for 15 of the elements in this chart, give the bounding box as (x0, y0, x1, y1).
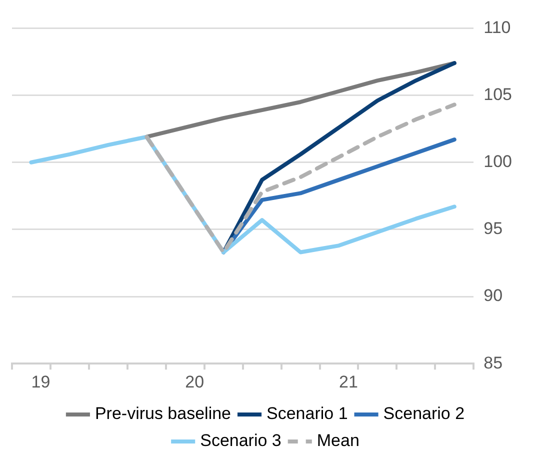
x-tick-label: 20 (185, 372, 204, 392)
legend-label: Scenario 3 (200, 431, 282, 450)
y-tick-label: 95 (484, 219, 503, 238)
y-tick-label: 90 (484, 286, 503, 306)
legend-label: Mean (316, 431, 360, 450)
line-series (144, 102, 456, 254)
x-tick-label: 21 (338, 372, 358, 392)
y-tick-label: 105 (484, 84, 512, 104)
legend-label: Scenario 1 (266, 404, 348, 424)
legend-label: Scenario 2 (383, 404, 465, 424)
legend-label: Pre-virus baseline (94, 404, 232, 424)
y-tick-label: 85 (484, 353, 503, 372)
x-tick-label: 19 (31, 372, 50, 392)
y-tick-label: 100 (484, 152, 512, 172)
y-tick-label: 110 (484, 18, 511, 37)
